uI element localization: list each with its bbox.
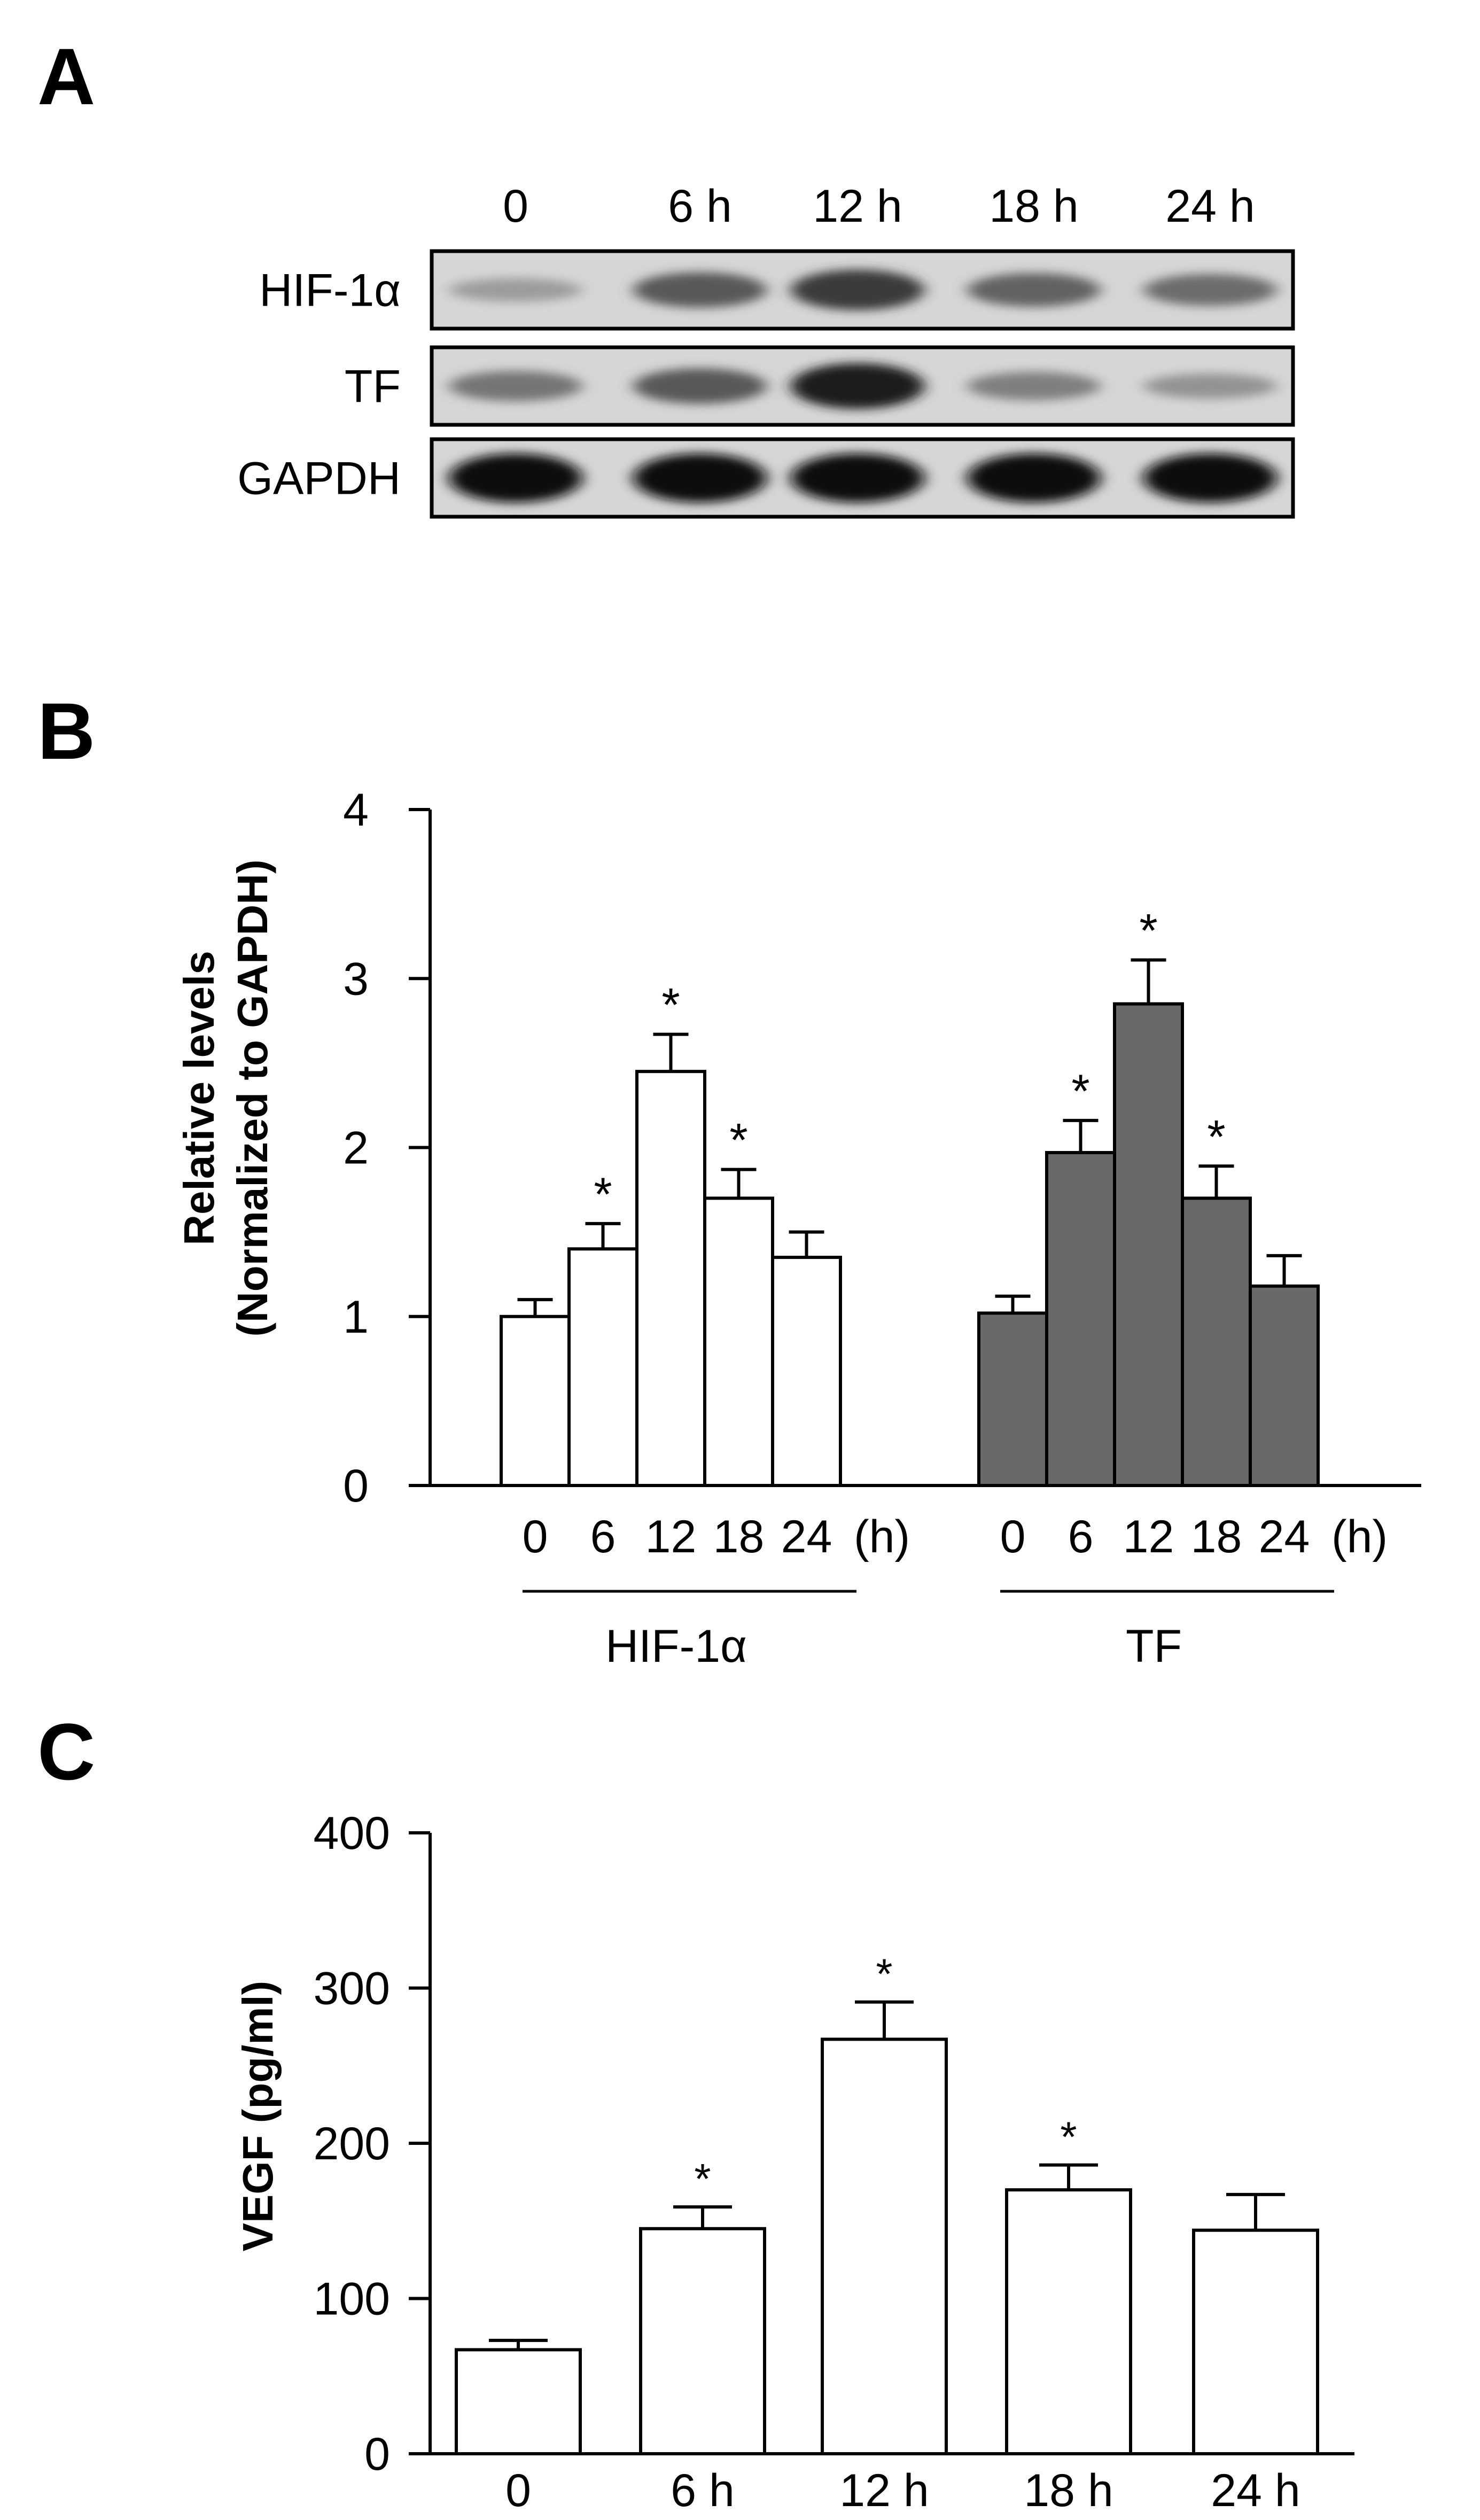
chart-b-ylabel: Relative levels bbox=[175, 951, 223, 1245]
significance-mark: * bbox=[876, 1950, 892, 1998]
significance-mark: * bbox=[594, 1168, 612, 1220]
chart-c: VEGF (pg/ml) 0 100 200 300 400 0 * 6 h * 12 h * 18 … bbox=[234, 1808, 1354, 2516]
chart-b-ylabel-2: (Normalized to GAPDH) bbox=[229, 859, 276, 1336]
significance-mark: * bbox=[1139, 904, 1157, 956]
blot-band bbox=[791, 363, 924, 409]
bar bbox=[977, 1311, 1048, 1488]
blot-band bbox=[633, 368, 767, 404]
blot-row-label: TF bbox=[345, 361, 401, 413]
bar bbox=[1045, 1150, 1116, 1488]
bar bbox=[821, 2037, 948, 2455]
bar bbox=[567, 1247, 638, 1487]
bar bbox=[1005, 2188, 1132, 2455]
x-tick-label: 6 h bbox=[671, 2465, 735, 2516]
blot-band bbox=[449, 278, 582, 302]
x-tick-label: 18 h bbox=[1024, 2465, 1113, 2516]
x-tick-label: 24 bbox=[781, 1511, 832, 1562]
bar bbox=[1192, 2228, 1319, 2456]
y-tick-label: 3 bbox=[343, 953, 369, 1005]
blot-band bbox=[791, 453, 924, 503]
x-tick-label: 24 h bbox=[1211, 2465, 1300, 2516]
x-tick-label: 12 bbox=[1123, 1511, 1174, 1562]
x-tick-label: 12 h bbox=[839, 2465, 929, 2516]
significance-mark: * bbox=[729, 1114, 747, 1166]
y-tick-label: 4 bbox=[343, 784, 369, 836]
blot-band bbox=[633, 453, 767, 503]
blot-band bbox=[449, 453, 582, 503]
x-tick-label: 24 bbox=[1259, 1511, 1310, 1562]
bar bbox=[1181, 1196, 1252, 1487]
group-label: HIF-1α bbox=[605, 1621, 747, 1672]
x-tick-label: 0 bbox=[505, 2465, 531, 2516]
chart-c-ylabel: VEGF (pg/ml) bbox=[234, 1981, 282, 2252]
panel-label-b: B bbox=[37, 686, 95, 776]
x-tick-label: 6 bbox=[1068, 1511, 1094, 1562]
bar bbox=[1113, 1002, 1184, 1487]
y-tick-label: 1 bbox=[343, 1292, 369, 1343]
group-label: TF bbox=[1126, 1621, 1182, 1672]
blot-lane-label: 24 h bbox=[1165, 181, 1255, 232]
y-tick-label: 300 bbox=[314, 1963, 391, 2015]
blot-lane-label: 12 h bbox=[813, 181, 902, 232]
blot-band bbox=[967, 453, 1101, 503]
y-tick-label: 100 bbox=[314, 2274, 391, 2325]
significance-mark: * bbox=[1060, 2113, 1077, 2161]
y-tick-label: 400 bbox=[314, 1808, 391, 1859]
bar bbox=[639, 2227, 766, 2455]
x-tick-label: 18 bbox=[713, 1511, 765, 1562]
bar bbox=[1249, 1284, 1320, 1487]
blot-band bbox=[967, 371, 1101, 401]
blot-band bbox=[967, 273, 1101, 307]
bar bbox=[635, 1070, 706, 1487]
blot-band bbox=[791, 269, 924, 310]
bar bbox=[500, 1315, 571, 1487]
significance-mark: * bbox=[694, 2155, 711, 2203]
y-tick-label: 0 bbox=[343, 1460, 369, 1512]
x-tick-label: 18 bbox=[1191, 1511, 1242, 1562]
y-tick-label: 0 bbox=[364, 2429, 390, 2480]
blot-band bbox=[1143, 274, 1277, 306]
bar bbox=[703, 1196, 774, 1487]
bar bbox=[455, 2348, 582, 2456]
western-blot: 0 6 h 12 h 18 h 24 h HIF-1α TF GAPDH bbox=[237, 181, 1295, 519]
significance-mark: * bbox=[1071, 1064, 1089, 1117]
blot-lane-label: 6 h bbox=[668, 181, 732, 232]
y-tick-label: 200 bbox=[314, 2118, 391, 2169]
x-unit-label: (h) bbox=[1331, 1511, 1388, 1562]
blot-lane-label: 18 h bbox=[989, 181, 1078, 232]
x-tick-label: 6 bbox=[590, 1511, 616, 1562]
x-unit-label: (h) bbox=[854, 1511, 910, 1562]
significance-mark: * bbox=[1207, 1110, 1225, 1163]
blot-band bbox=[449, 371, 582, 401]
blot-band bbox=[1143, 453, 1277, 503]
blot-band bbox=[1143, 373, 1277, 399]
x-tick-label: 0 bbox=[1000, 1511, 1026, 1562]
panel-label-a: A bbox=[37, 32, 95, 121]
blot-row-label: GAPDH bbox=[237, 453, 401, 504]
y-tick-label: 2 bbox=[343, 1123, 369, 1174]
x-tick-label: 0 bbox=[523, 1511, 548, 1562]
significance-mark: * bbox=[661, 978, 680, 1031]
x-tick-label: 12 bbox=[645, 1511, 697, 1562]
chart-b: Relative levels (Normalized to GAPDH) 0 1… bbox=[175, 784, 1421, 1672]
blot-row-label: HIF-1α bbox=[259, 265, 401, 316]
blot-band bbox=[633, 272, 767, 308]
panel-label-c: C bbox=[37, 1707, 95, 1796]
bar bbox=[771, 1256, 842, 1487]
blot-lane-label: 0 bbox=[503, 181, 528, 232]
